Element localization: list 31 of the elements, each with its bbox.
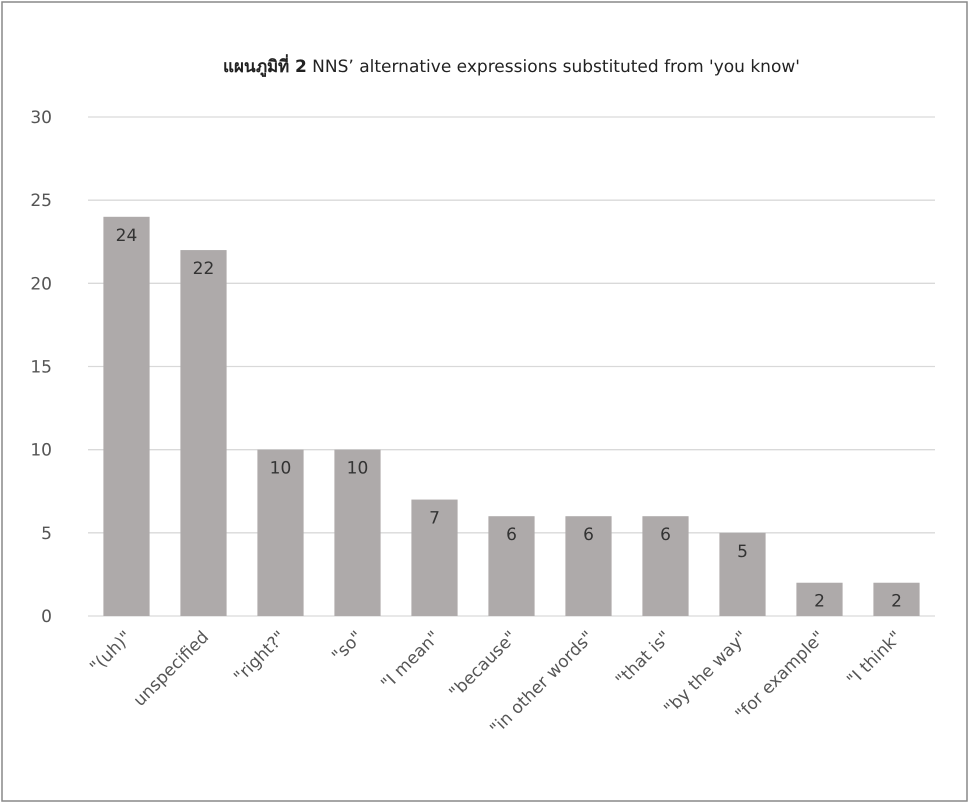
y-tick-label: 30 [30, 108, 52, 128]
bar [873, 582, 920, 616]
data-label: 7 [429, 508, 440, 529]
data-label: 5 [737, 542, 748, 562]
x-tick-label: "so" [328, 627, 368, 666]
y-tick-label: 15 [30, 358, 52, 378]
bar [642, 516, 689, 616]
chart-title: แผนภูมิที่ 2 NNS’ alternative expressions substituted from 'you know' [223, 54, 800, 78]
data-label: 6 [583, 525, 594, 546]
data-label: 10 [346, 458, 368, 479]
bar [257, 450, 304, 616]
data-label: 2 [891, 592, 902, 612]
bar [103, 216, 150, 616]
data-label: 24 [116, 226, 138, 246]
bar [180, 250, 227, 616]
y-tick-label: 0 [41, 607, 52, 627]
bar [411, 500, 458, 616]
y-tick-label: 5 [41, 524, 52, 544]
bar [719, 532, 766, 616]
bar [565, 516, 612, 616]
y-tick-label: 20 [30, 274, 52, 294]
data-label: 22 [192, 259, 214, 280]
bar [488, 516, 535, 616]
bar [334, 450, 381, 616]
data-label: 6 [660, 525, 671, 546]
data-label: 6 [506, 525, 517, 546]
data-label: 10 [270, 458, 292, 479]
y-tick-label: 10 [30, 440, 52, 461]
data-label: 2 [814, 592, 825, 612]
y-tick-label: 25 [30, 191, 52, 212]
bar [796, 582, 843, 616]
